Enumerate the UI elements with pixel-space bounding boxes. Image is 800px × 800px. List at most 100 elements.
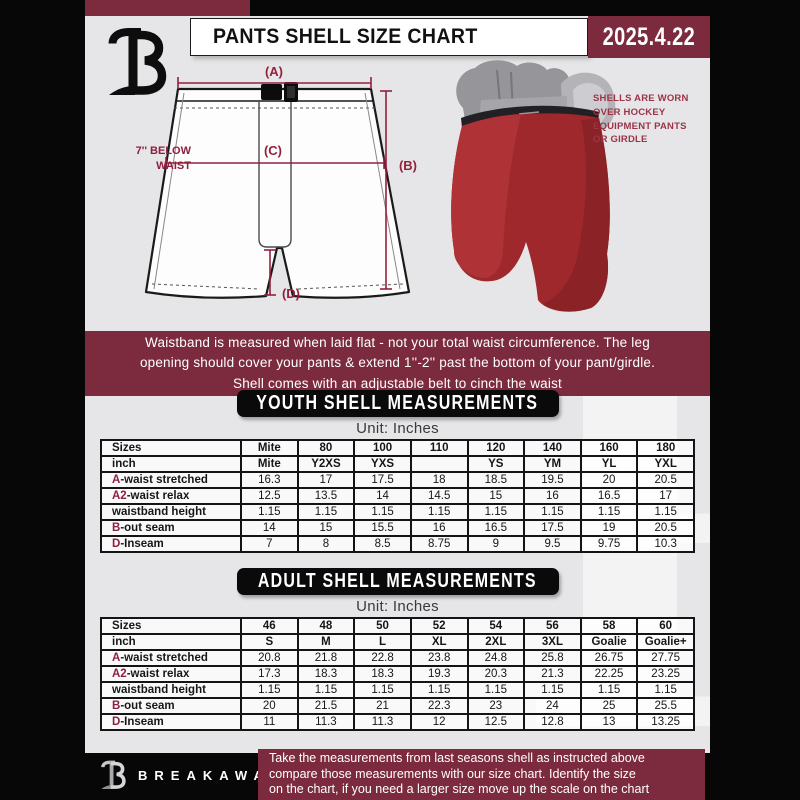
footer-note: Take the measurements from last seasons … xyxy=(258,749,705,800)
size-cell: 160 xyxy=(579,439,639,457)
row-label: A2-waist relax xyxy=(100,487,242,505)
size-cell: 21 xyxy=(353,697,412,715)
size-cell: 9.75 xyxy=(579,535,639,553)
size-cell: 26.75 xyxy=(579,649,639,667)
size-cell: 13.5 xyxy=(296,487,356,505)
size-cell: 20.5 xyxy=(636,519,695,537)
table-row: B-out seam 20 21.5 21 22.3 23 24 25 25.5 xyxy=(100,697,695,715)
adult-size-table: Sizes 46 48 50 52 54 56 58 60 inch S M L XL 2XL 3XL Goal… xyxy=(100,617,695,731)
size-cell: 22.3 xyxy=(409,697,469,715)
size-cell: 12 xyxy=(409,713,469,731)
breakaway-logo-icon xyxy=(108,28,167,95)
size-cell: M xyxy=(296,633,356,651)
size-cell: Goalie+ xyxy=(636,633,695,651)
table-row: Sizes 46 48 50 52 54 56 58 60 xyxy=(100,617,695,635)
size-cell: 16.5 xyxy=(579,487,639,505)
youth-section-banner: YOUTH SHELL MEASUREMENTS xyxy=(236,390,559,417)
table-row: waistband height 1.15 1.15 1.15 1.15 1.15 1.15… xyxy=(100,503,695,521)
table-row: D-Inseam 7 8 8.5 8.75 9 9.5 9.75 10.3 xyxy=(100,535,695,553)
size-cell: Mite xyxy=(240,455,299,473)
size-cell: 18 xyxy=(409,471,469,489)
size-cell: Goalie xyxy=(579,633,639,651)
size-cell: 48 xyxy=(296,617,356,635)
size-cell: 12.8 xyxy=(523,713,582,731)
size-cell: YXS xyxy=(353,455,412,473)
size-cell: 1.15 xyxy=(353,681,412,699)
row-label: D-Inseam xyxy=(100,713,242,731)
size-cell: 80 xyxy=(296,439,356,457)
size-cell: 20.5 xyxy=(636,471,695,489)
row-label: waistband height xyxy=(100,681,242,699)
size-cell: 25.5 xyxy=(636,697,695,715)
size-cell: 11.3 xyxy=(296,713,356,731)
page-content: PANTS SHELL SIZE CHART 2025.4.22 (A) (B) xyxy=(85,16,710,753)
size-cell: 1.15 xyxy=(409,503,469,521)
size-cell: 16 xyxy=(523,487,582,505)
size-cell: 1.15 xyxy=(636,503,695,521)
table-row: inch Mite Y2XS YXS YS YM YL YXL xyxy=(100,455,695,473)
size-cell: 1.15 xyxy=(296,503,356,521)
size-cell: 14.5 xyxy=(409,487,469,505)
size-cell: 58 xyxy=(579,617,639,635)
measure-label-c: (C) xyxy=(264,143,282,158)
size-cell: 11 xyxy=(240,713,299,731)
table-row: B-out seam 14 15 15.5 16 16.5 17.5 19 20.5 xyxy=(100,519,695,537)
size-cell: 120 xyxy=(466,439,526,457)
shorts-measurement-diagram: (A) (B) (C) (D) xyxy=(144,64,417,301)
date-text: 2025.4.22 xyxy=(602,22,696,51)
size-cell: 18.3 xyxy=(353,665,412,683)
measure-label-d: (D) xyxy=(282,286,300,301)
table-row: A-waist stretched 20.8 21.8 22.8 23.8 24.8 25.… xyxy=(100,649,695,667)
size-cell: 17.5 xyxy=(523,519,582,537)
size-cell: 16 xyxy=(409,519,469,537)
size-cell: 14 xyxy=(240,519,299,537)
size-cell: 12.5 xyxy=(466,713,526,731)
size-cell: YS xyxy=(466,455,526,473)
info-banner: Waistband is measured when laid flat - n… xyxy=(85,331,710,396)
size-cell: 1.15 xyxy=(296,681,356,699)
size-cell: 11.3 xyxy=(353,713,412,731)
size-cell: 1.15 xyxy=(579,681,639,699)
size-cell: 19 xyxy=(579,519,639,537)
size-cell: 110 xyxy=(409,439,469,457)
row-label: waistband height xyxy=(100,503,242,521)
size-cell: 16.3 xyxy=(240,471,299,489)
size-cell: 2XL xyxy=(466,633,526,651)
youth-size-table: Sizes Mite 80 100 110 120 140 160 180 inch Mite Y2X… xyxy=(100,439,695,553)
row-label: A2-waist relax xyxy=(100,665,242,683)
size-cell: 56 xyxy=(523,617,582,635)
row-label: D-Inseam xyxy=(100,535,242,553)
size-cell: YL xyxy=(579,455,639,473)
measure-label-b: (B) xyxy=(399,158,417,173)
size-cell: 100 xyxy=(353,439,412,457)
size-cell: 17.5 xyxy=(353,471,412,489)
size-cell: 140 xyxy=(523,439,582,457)
size-cell: YXL xyxy=(636,455,695,473)
size-cell: 20.8 xyxy=(240,649,299,667)
table-row: D-Inseam 11 11.3 11.3 12 12.5 12.8 13 13.25 xyxy=(100,713,695,731)
size-cell: 1.15 xyxy=(579,503,639,521)
table-row: A2-waist relax 17.3 18.3 18.3 19.3 20.3 21.3 22… xyxy=(100,665,695,683)
size-cell: 10.3 xyxy=(636,535,695,553)
size-cell: 15 xyxy=(296,519,356,537)
size-cell: 1.15 xyxy=(466,681,526,699)
size-cell: S xyxy=(240,633,299,651)
size-cell: 12.5 xyxy=(240,487,299,505)
size-cell: 13 xyxy=(579,713,639,731)
size-cell: 1.15 xyxy=(240,503,299,521)
size-cell: 52 xyxy=(409,617,469,635)
adult-unit-label: Unit: Inches xyxy=(356,598,439,615)
size-cell: 54 xyxy=(466,617,526,635)
size-cell: 1.15 xyxy=(523,681,582,699)
belt-buckle-icon xyxy=(261,84,282,100)
size-cell: 24 xyxy=(523,697,582,715)
size-cell: 21.5 xyxy=(296,697,356,715)
size-cell: L xyxy=(353,633,412,651)
size-cell: 8.5 xyxy=(353,535,412,553)
size-cell: 3XL xyxy=(523,633,582,651)
size-cell: 21.8 xyxy=(296,649,356,667)
table-row: waistband height 1.15 1.15 1.15 1.15 1.15 1.15… xyxy=(100,681,695,699)
row-label: Sizes xyxy=(100,617,242,635)
size-cell: 25 xyxy=(579,697,639,715)
size-cell: 19.3 xyxy=(409,665,469,683)
